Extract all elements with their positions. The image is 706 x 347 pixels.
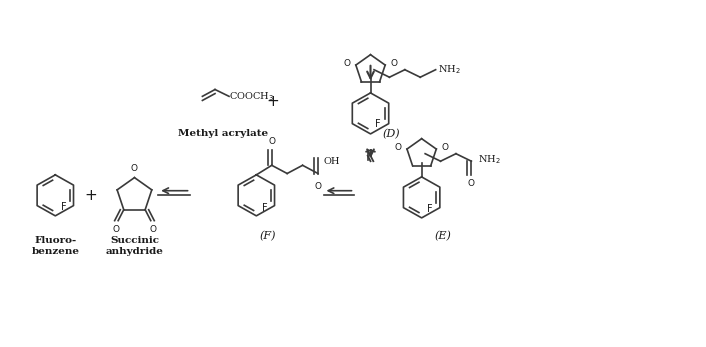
Text: (D): (D) [383,129,400,139]
Text: O: O [131,164,138,174]
Text: F: F [375,119,381,129]
Text: O: O [314,182,321,191]
Text: +: + [84,188,97,203]
Text: +: + [266,94,279,109]
Text: NH$_2$: NH$_2$ [479,153,501,166]
Text: O: O [343,59,350,68]
Text: OH: OH [323,157,340,166]
Text: O: O [150,225,156,234]
Text: F: F [262,203,268,213]
Text: O: O [112,225,119,234]
Text: COOCH$_3$: COOCH$_3$ [229,90,275,103]
Text: Succinic
anhydride: Succinic anhydride [105,236,163,256]
Text: F: F [61,202,66,212]
Text: O: O [268,137,275,146]
Text: Methyl acrylate: Methyl acrylate [179,129,268,138]
Text: NH$_2$: NH$_2$ [438,63,461,76]
Text: O: O [442,143,449,152]
Text: (E): (E) [434,231,451,242]
Text: O: O [390,59,397,68]
Text: (F): (F) [259,231,276,242]
Text: Fluoro-
benzene: Fluoro- benzene [31,236,79,256]
Text: O: O [468,179,475,188]
Text: O: O [395,143,402,152]
Text: F: F [427,204,433,214]
